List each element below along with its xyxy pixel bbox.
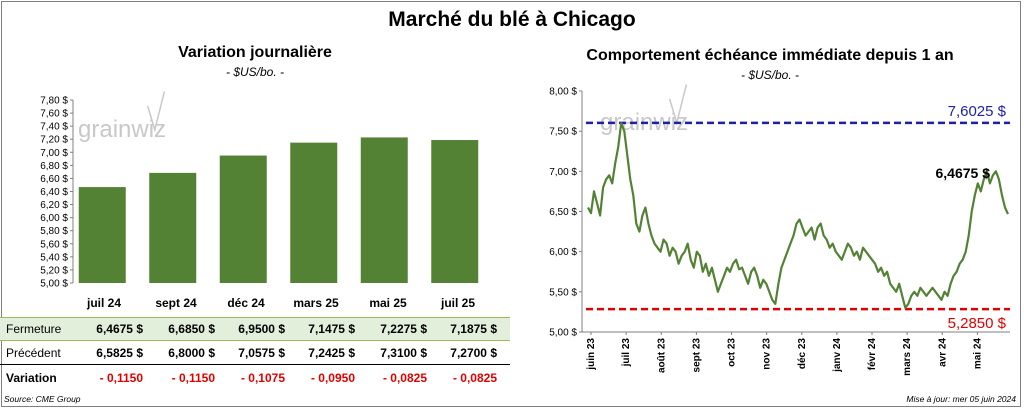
column-header: déc 24 [227, 296, 265, 310]
column-header: sept 24 [155, 296, 197, 310]
y-tick-label: 6,60 $ [40, 174, 68, 185]
table-cell: 6,5825 $ [96, 346, 143, 360]
table-row-previous: Précédent 6,5825 $ 6,8000 $ 7,0575 $ 7,2425… [0, 342, 510, 365]
x-tick-label: nov 23 [762, 338, 773, 370]
table-cell: - 0,0950 [310, 371, 355, 385]
table-cell: 7,0575 $ [238, 346, 285, 360]
table-cell: - 0,0825 [382, 371, 427, 385]
y-tick-label: 5,00 $ [40, 279, 68, 290]
y-tick-label: 6,80 $ [40, 161, 68, 172]
y-tick-label: 7,50 $ [549, 127, 577, 138]
y-tick-label: 7,20 $ [40, 135, 68, 146]
table-row-close: Fermeture 6,4675 $ 6,6850 $ 6,9500 $ 7,1475… [0, 317, 510, 341]
y-tick-label: 7,00 $ [40, 148, 68, 159]
table-cell: - 0,1075 [240, 371, 285, 385]
y-tick-label: 5,40 $ [40, 252, 68, 263]
high-label: 7,6025 $ [948, 103, 1007, 120]
y-tick-label: 6,40 $ [40, 187, 68, 198]
column-header: juil 25 [440, 296, 475, 310]
x-tick-label: juin 23 [586, 338, 597, 371]
y-tick-label: 6,50 $ [549, 207, 577, 218]
y-tick-label: 6,00 $ [549, 247, 577, 258]
x-tick-label: avr 24 [937, 338, 948, 367]
y-tick-label: 5,20 $ [40, 265, 68, 276]
column-header: mai 25 [369, 296, 407, 310]
x-tick-label: mars 24 [902, 338, 913, 376]
source-note: Source: CME Group [4, 394, 81, 404]
table-cell: 7,2425 $ [308, 346, 355, 360]
row-label: Variation [6, 371, 57, 385]
watermark-text: grainwiz [78, 116, 166, 143]
left-chart-title: Variation journalière [178, 44, 332, 61]
main-title: Marché du blé à Chicago [388, 8, 636, 31]
line-chart: 5,00 $ 5,50 $ 6,00 $ 6,50 $ 7,00 $ 7,50 $ 8,00… [549, 84, 1010, 376]
table-cell: 6,9500 $ [238, 322, 285, 336]
table-cell: 6,8000 $ [168, 346, 215, 360]
bar-chart: 5,00 $ 5,20 $ 5,40 $ 5,60 $ 5,80 $ 6,00 $ 6,20… [40, 91, 479, 290]
table-cell: 6,4675 $ [96, 322, 143, 336]
x-tick-label: déc 23 [797, 338, 808, 370]
column-header: mars 25 [293, 296, 339, 310]
watermark-logo: grainwiz [600, 84, 688, 136]
y-tick-label: 7,40 $ [40, 122, 68, 133]
column-header: juil 24 [86, 296, 121, 310]
y-tick-label: 5,50 $ [549, 287, 577, 298]
y-tick-label: 5,60 $ [40, 239, 68, 250]
x-tick-label: mai 24 [972, 338, 983, 370]
x-tick-label: août 23 [656, 338, 667, 373]
bar-mars-25 [290, 142, 338, 283]
y-tick-label: 5,80 $ [40, 226, 68, 237]
bar-juil-25 [431, 140, 479, 283]
table-row-variation: Variation - 0,1150 - 0,1150 - 0,1075 - 0,09… [0, 367, 510, 389]
left-chart-unit: - $US/bo. - [225, 65, 285, 79]
bar-mai-25 [360, 137, 408, 283]
y-tick-label: 8,00 $ [549, 87, 577, 98]
y-tick-label: 6,20 $ [40, 200, 68, 211]
bar-juil-24 [78, 187, 126, 283]
y-tick-label: 6,00 $ [40, 213, 68, 224]
x-tick-label: févr 24 [867, 338, 878, 371]
table-cell: - 0,1150 [171, 371, 215, 385]
last-value-label: 6,4675 $ [936, 165, 991, 181]
x-tick-label: sept 23 [691, 338, 702, 373]
table-cell: 7,1475 $ [308, 322, 355, 336]
low-label: 5,2850 $ [948, 315, 1007, 332]
y-tick-label: 7,80 $ [40, 96, 68, 107]
row-label: Précédent [6, 346, 61, 360]
right-chart-unit: - $US/bo. - [740, 68, 800, 82]
table-cell: 7,3100 $ [380, 346, 427, 360]
table-cell: 6,6850 $ [168, 322, 215, 336]
y-tick-label: 7,00 $ [549, 167, 577, 178]
table-cell: 7,2275 $ [380, 322, 427, 336]
x-tick-label: juil 23 [621, 338, 632, 368]
bar-sept-24 [149, 172, 197, 283]
bar-déc-24 [219, 155, 267, 283]
watermark-mark [146, 91, 166, 133]
price-series-line [587, 121, 1010, 309]
row-label: Fermeture [6, 322, 62, 336]
x-tick-label: janv 24 [832, 338, 843, 373]
table-cell: 7,2700 $ [450, 346, 497, 360]
update-note: Mise à jour: mer 05 juin 2024 [906, 394, 1016, 404]
y-tick-label: 7,60 $ [40, 109, 68, 120]
table-cell: - 0,0825 [452, 371, 497, 385]
table-cell: 7,1875 $ [450, 322, 497, 336]
right-chart-title: Comportement échéance immédiate depuis 1… [586, 47, 954, 64]
x-tick-label: oct 23 [727, 338, 738, 367]
watermark-logo: grainwiz [78, 91, 166, 143]
table-header-row: juil 24 sept 24 déc 24 mars 25 mai 25 juil 25 [0, 296, 510, 312]
y-tick-label: 5,00 $ [549, 328, 577, 339]
table-cell: - 0,1150 [99, 371, 143, 385]
